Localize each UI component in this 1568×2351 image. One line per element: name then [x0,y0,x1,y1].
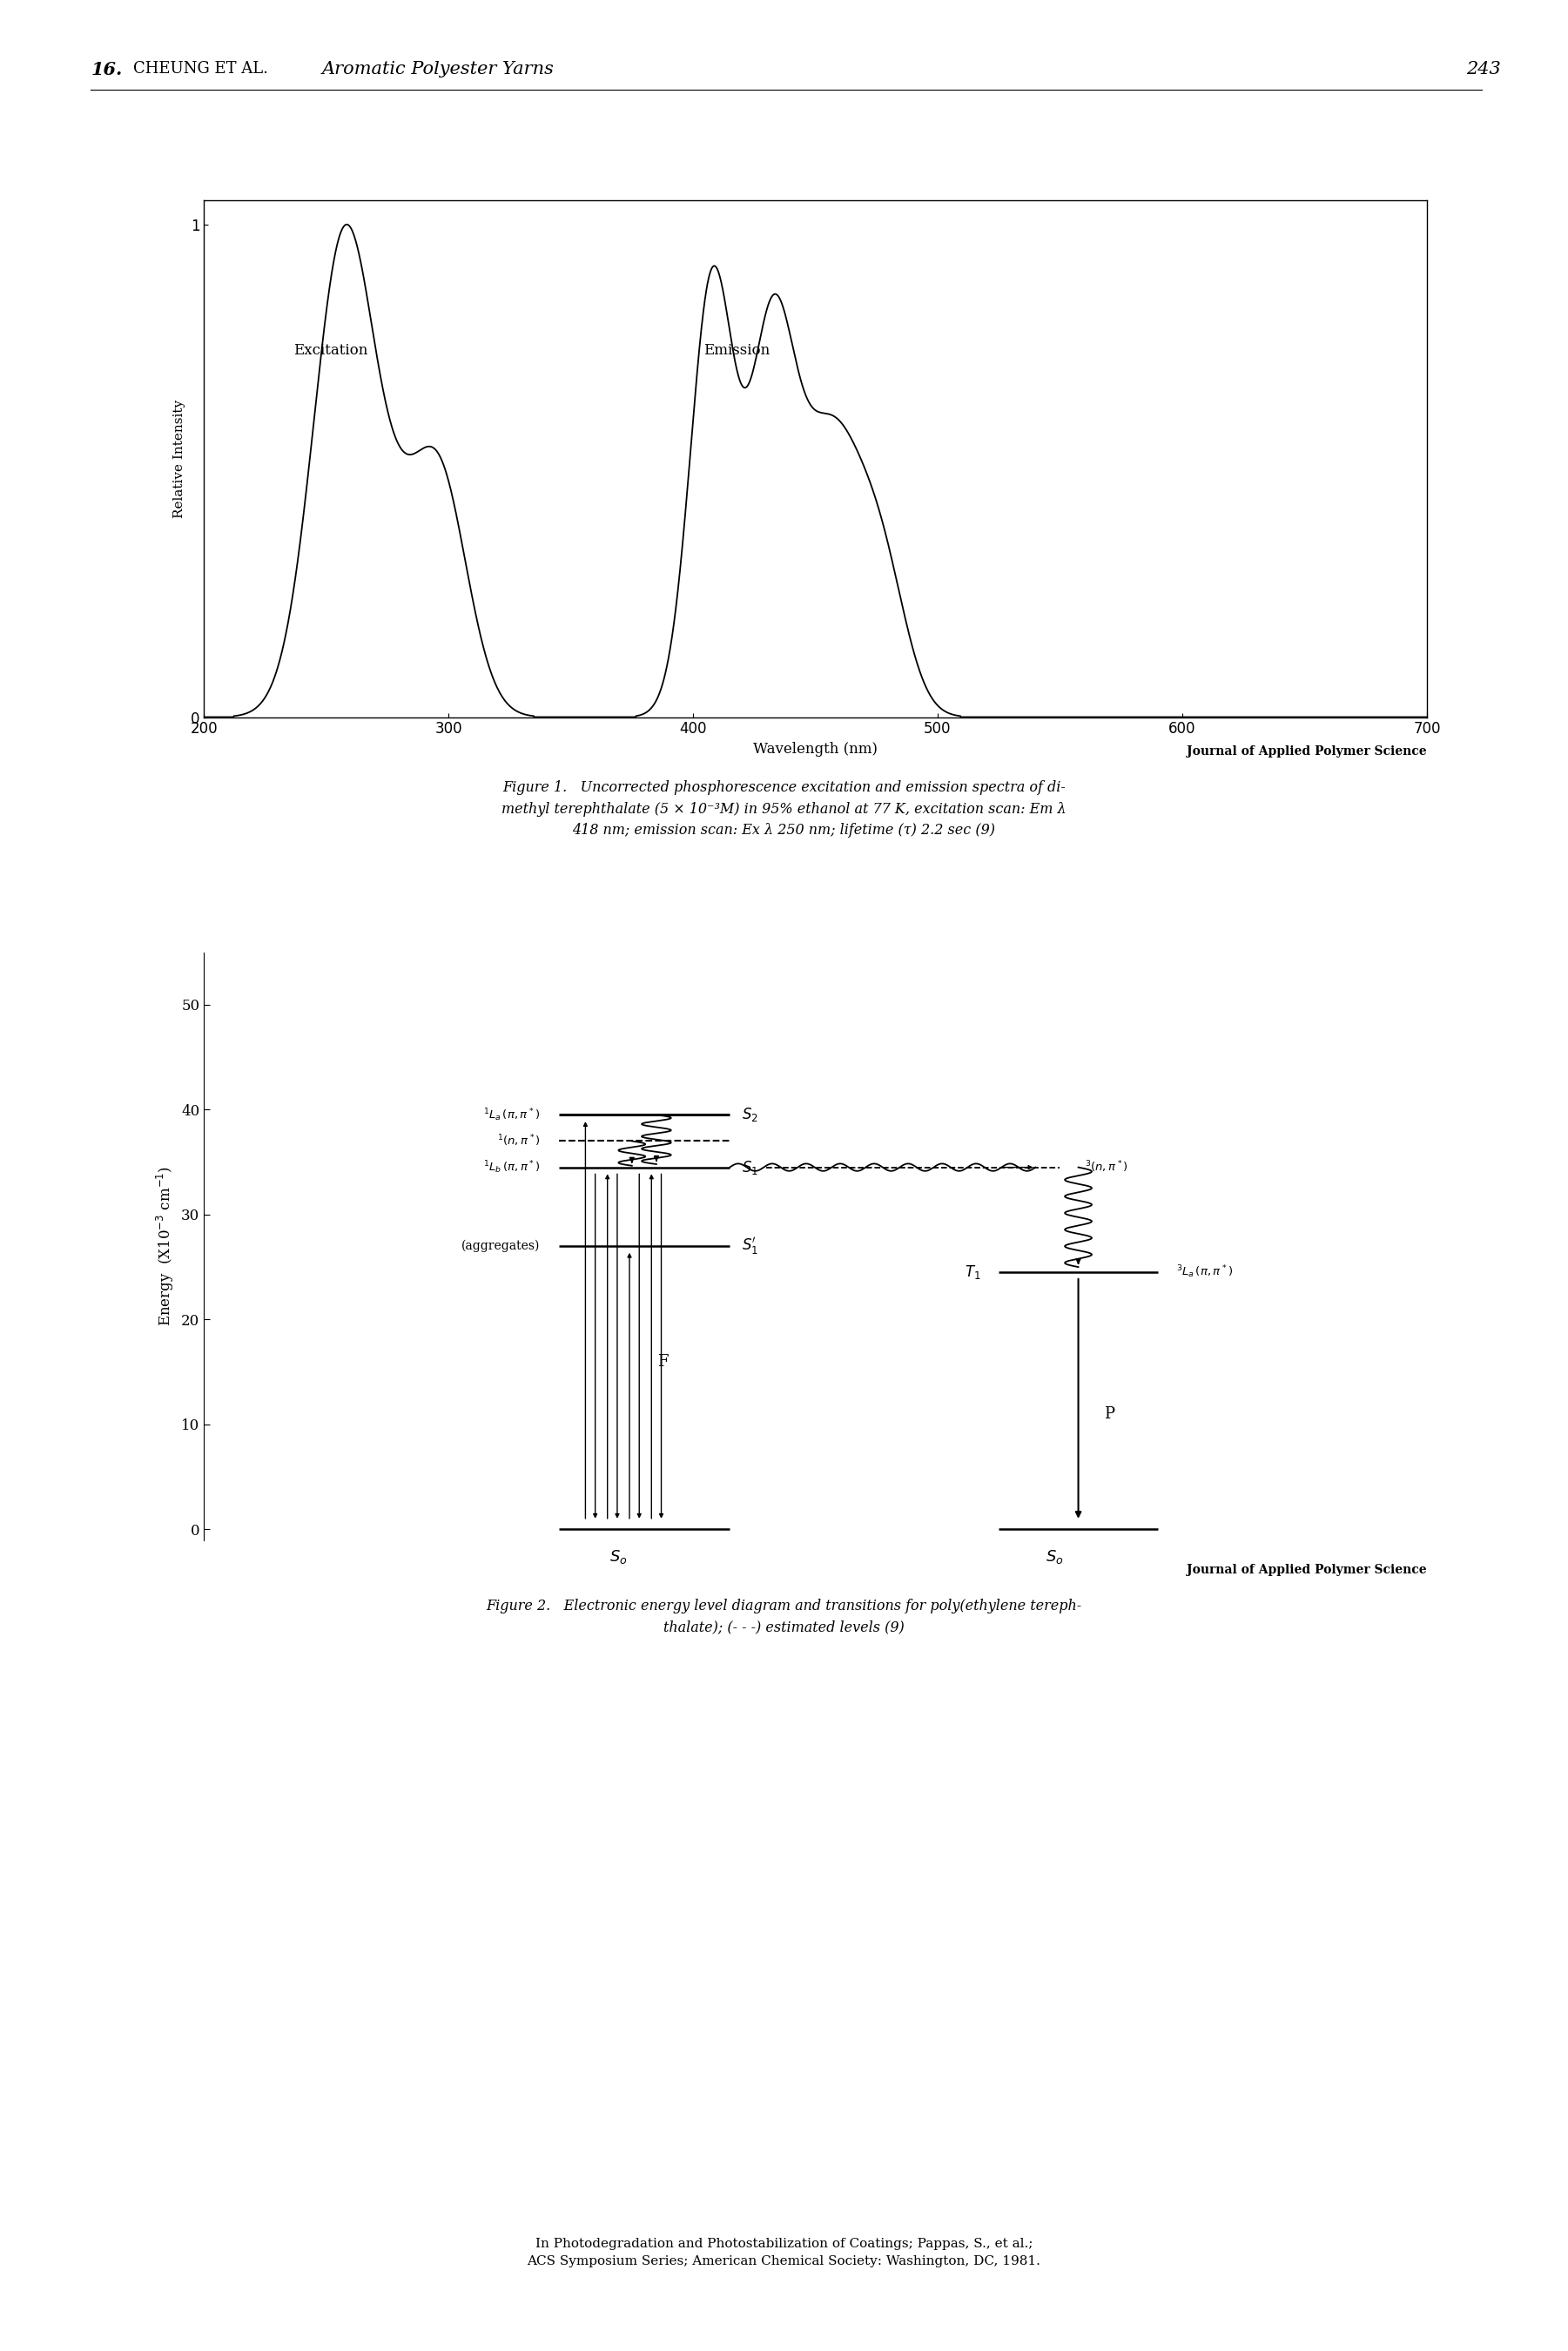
Text: $S_1'$: $S_1'$ [742,1237,759,1255]
Text: Journal of Applied Polymer Science: Journal of Applied Polymer Science [1187,1563,1427,1575]
Text: CHEUNG ET AL.: CHEUNG ET AL. [133,61,268,78]
Text: $S_o$: $S_o$ [1046,1549,1063,1566]
Text: Aromatic Polyester Yarns: Aromatic Polyester Yarns [321,61,554,78]
Text: $^3(n,\pi^*)$: $^3(n,\pi^*)$ [1085,1159,1127,1176]
Y-axis label: Energy  (X10$^{-3}$ cm$^{-1}$): Energy (X10$^{-3}$ cm$^{-1}$) [155,1166,176,1326]
Text: 16.: 16. [91,61,122,78]
Text: 243: 243 [1466,61,1501,78]
Text: Journal of Applied Polymer Science: Journal of Applied Polymer Science [1187,745,1427,757]
Text: $T_1$: $T_1$ [964,1262,980,1281]
Text: $^1L_a\,(\pi,\pi^*)$: $^1L_a\,(\pi,\pi^*)$ [483,1107,541,1124]
Text: $^1L_b\,(\pi,\pi^*)$: $^1L_b\,(\pi,\pi^*)$ [483,1159,541,1176]
Text: Excitation: Excitation [293,343,368,357]
Text: (aggregates): (aggregates) [461,1239,541,1253]
Text: Figure 1.   Uncorrected phosphorescence excitation and emission spectra of di-
m: Figure 1. Uncorrected phosphorescence ex… [502,781,1066,837]
Text: Figure 2.   Electronic energy level diagram and transitions for poly(ethylene te: Figure 2. Electronic energy level diagra… [486,1599,1082,1634]
Text: $S_2$: $S_2$ [742,1105,759,1124]
Text: In Photodegradation and Photostabilization of Coatings; Pappas, S., et al.;
ACS : In Photodegradation and Photostabilizati… [527,2238,1041,2266]
Y-axis label: Relative Intensity: Relative Intensity [174,400,185,517]
Text: $^3L_a\,(\pi,\pi^*)$: $^3L_a\,(\pi,\pi^*)$ [1176,1265,1232,1281]
X-axis label: Wavelength (nm): Wavelength (nm) [753,743,878,757]
Text: $S_o$: $S_o$ [610,1549,627,1566]
Text: F: F [657,1354,668,1368]
Text: Emission: Emission [704,343,770,357]
Text: $S_1$: $S_1$ [742,1159,759,1176]
Text: $^1(n,\pi^*)$: $^1(n,\pi^*)$ [497,1133,541,1150]
Text: P: P [1104,1406,1115,1422]
